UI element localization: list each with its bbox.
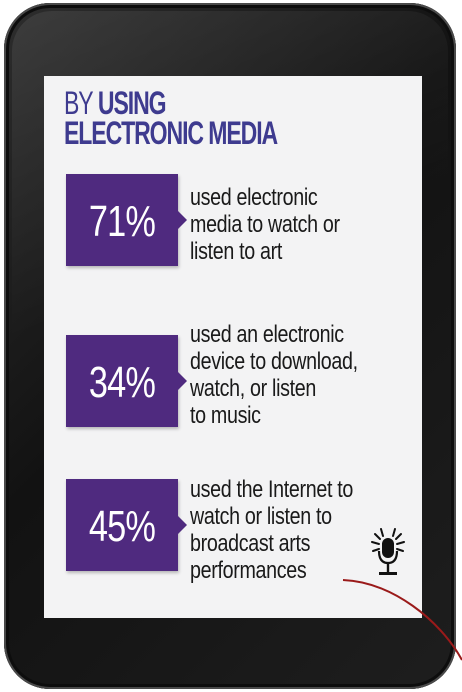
tablet-screen: BY USING ELECTRONIC MEDIA 71% used elect…	[44, 76, 422, 618]
stat-description: used an electronic device to download, w…	[190, 321, 358, 429]
stat-description: used electronic media to watch or listen…	[190, 184, 340, 265]
stat-description: used the Internet to watch or listen to …	[190, 476, 354, 584]
stat-value: 34%	[88, 358, 156, 407]
headline-prefix: BY	[64, 85, 94, 121]
headline-emphasis: USING	[97, 85, 167, 121]
headline-line2: ELECTRONIC MEDIA	[64, 115, 278, 151]
stat-value: 71%	[88, 197, 156, 246]
stat-value: 45%	[88, 502, 156, 551]
stat-box-broadcast: 45%	[66, 479, 187, 571]
stat-box-electronic-media: 71%	[66, 174, 187, 266]
headline: BY USING ELECTRONIC MEDIA	[64, 85, 278, 151]
microphone-icon	[371, 528, 405, 575]
stat-box-music: 34%	[66, 335, 187, 427]
